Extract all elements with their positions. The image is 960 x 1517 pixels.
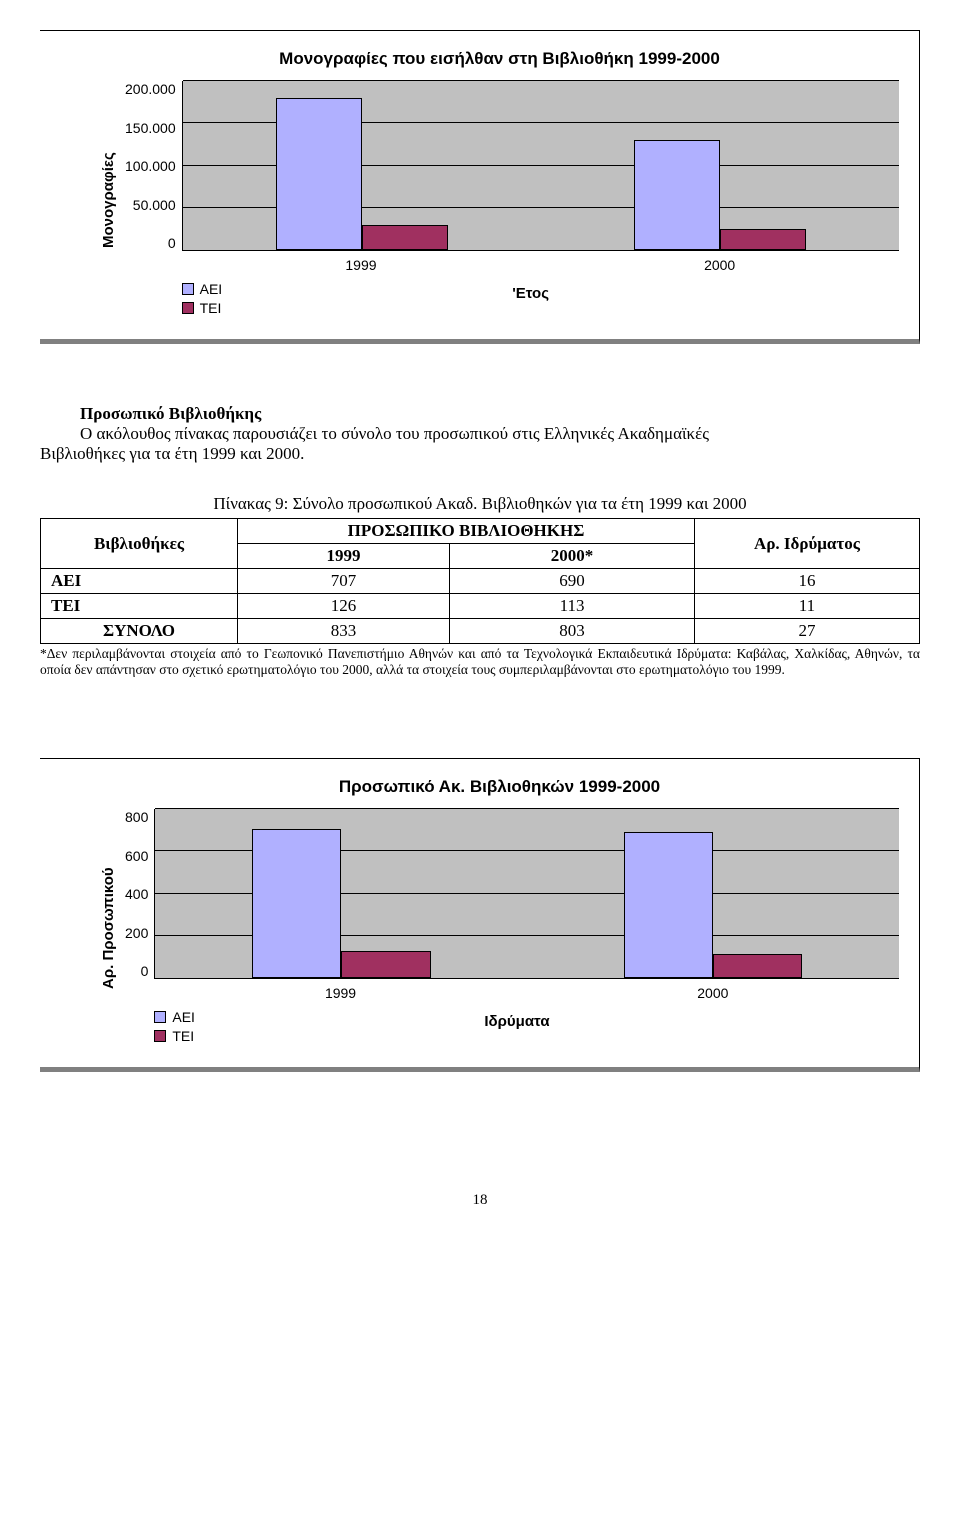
section-line1: Προσωπικό Βιβλιοθήκης [40, 404, 920, 424]
ytick: 0 [141, 963, 149, 979]
bar-ΤΕΙ-1999 [362, 225, 448, 250]
chart1-xticks: 19992000 [182, 257, 899, 273]
bar-ΤΕΙ-1999 [341, 951, 430, 978]
section-line2: Ο ακόλουθος πίνακας παρουσιάζει το σύνολ… [40, 424, 920, 444]
ytick: 200.000 [125, 81, 176, 97]
chart2-xlabel: Ιδρύματα [195, 1013, 839, 1030]
page-number: 18 [40, 1192, 920, 1209]
row-value: 113 [450, 594, 695, 619]
chart1-body: Μονογραφίες 200.000 150.000 100.000 50.000 0… [100, 81, 899, 319]
xtick: 2000 [540, 257, 899, 273]
th-year-2000: 2000* [450, 544, 695, 569]
ytick: 0 [168, 235, 176, 251]
row-label: ΤΕΙ [41, 594, 238, 619]
table-caption: Πίνακας 9: Σύνολο προσωπικού Ακαδ. Βιβλι… [40, 494, 920, 514]
row-value: 833 [238, 619, 450, 644]
section-prosopiko: Προσωπικό Βιβλιοθήκης Ο ακόλουθος πίνακα… [40, 404, 920, 464]
ytick: 400 [125, 886, 148, 902]
chart2-xticks: 19992000 [154, 985, 899, 1001]
row-value: 803 [450, 619, 695, 644]
th-ar-idrymatos: Αρ. Ιδρύματος [694, 519, 919, 569]
chart1-plot-area [182, 81, 899, 251]
chart2-body: Αρ. Προσωπικού 8006004002000 19992000 ΑΕ… [100, 809, 899, 1047]
legend-swatch [182, 283, 194, 295]
chart-prosopiko: Προσωπικό Ακ. Βιβλιοθηκών 1999-2000 Αρ. … [40, 758, 920, 1072]
legend-item: ΑΕΙ [182, 281, 223, 297]
chart1-legend: ΑΕΙ ΤΕΙ [182, 281, 223, 319]
row-value: 707 [238, 569, 450, 594]
chart-monografies: Μονογραφίες που εισήλθαν στη Βιβλιοθήκη … [40, 30, 920, 344]
ytick: 200 [125, 925, 148, 941]
row-value: 690 [450, 569, 695, 594]
chart2-plot-area [154, 809, 899, 979]
legend-item: ΤΕΙ [154, 1028, 195, 1044]
chart1-title: Μονογραφίες που εισήλθαν στη Βιβλιοθήκη … [100, 49, 899, 69]
legend-item: ΑΕΙ [154, 1009, 195, 1025]
legend-swatch [154, 1011, 166, 1023]
chart2-yticks: 800 600 400 200 0 [125, 809, 154, 979]
xtick: 1999 [182, 257, 541, 273]
table-row: ΣΥΝΟΛΟ83380327 [41, 619, 920, 644]
legend-swatch [182, 302, 194, 314]
row-value: 126 [238, 594, 450, 619]
bar-ΑΕΙ-2000 [634, 140, 720, 250]
ytick: 50.000 [133, 197, 176, 213]
ytick: 800 [125, 809, 148, 825]
table-row: ΤΕΙ12611311 [41, 594, 920, 619]
ytick: 600 [125, 848, 148, 864]
bar-ΑΕΙ-2000 [624, 832, 713, 978]
ytick: 100.000 [125, 158, 176, 174]
th-year-1999: 1999 [238, 544, 450, 569]
xtick: 2000 [527, 985, 899, 1001]
chart2-ylabel: Αρ. Προσωπικού [100, 809, 117, 1047]
legend-label: ΑΕΙ [172, 1009, 195, 1025]
gridline [183, 80, 899, 81]
bar-ΤΕΙ-2000 [713, 954, 802, 978]
legend-label: ΤΕΙ [172, 1028, 194, 1044]
row-label: ΣΥΝΟΛΟ [41, 619, 238, 644]
ytick: 150.000 [125, 120, 176, 136]
section-heading: Προσωπικό Βιβλιοθήκης [80, 404, 261, 423]
th-bibliothikes: Βιβλιοθήκες [41, 519, 238, 569]
row-label: ΑΕΙ [41, 569, 238, 594]
bar-ΤΕΙ-2000 [720, 229, 806, 250]
chart2-legend: ΑΕΙ ΤΕΙ [154, 1009, 195, 1047]
table-row: ΑΕΙ70769016 [41, 569, 920, 594]
row-value: 27 [694, 619, 919, 644]
chart1-xlabel: 'Ετος [222, 285, 839, 302]
legend-label: ΤΕΙ [200, 300, 222, 316]
chart1-ylabel: Μονογραφίες [100, 81, 117, 319]
legend-item: ΤΕΙ [182, 300, 223, 316]
th-prosopiko-group: ΠΡΟΣΩΠΙΚΟ ΒΙΒΛΙΟΘΗΚΗΣ [238, 519, 695, 544]
row-value: 11 [694, 594, 919, 619]
legend-label: ΑΕΙ [200, 281, 223, 297]
row-value: 16 [694, 569, 919, 594]
gridline [155, 808, 899, 809]
table-footnote: *Δεν περιλαμβάνονται στοιχεία από το Γεω… [40, 646, 920, 678]
table-prosopiko: Βιβλιοθήκες ΠΡΟΣΩΠΙΚΟ ΒΙΒΛΙΟΘΗΚΗΣ Αρ. Ιδ… [40, 518, 920, 644]
bar-ΑΕΙ-1999 [252, 829, 341, 978]
section-line3: Βιβλιοθήκες για τα έτη 1999 και 2000. [40, 444, 920, 464]
xtick: 1999 [154, 985, 526, 1001]
bar-ΑΕΙ-1999 [276, 98, 362, 250]
legend-swatch [154, 1030, 166, 1042]
chart1-yticks: 200.000 150.000 100.000 50.000 0 [125, 81, 182, 251]
chart2-title: Προσωπικό Ακ. Βιβλιοθηκών 1999-2000 [100, 777, 899, 797]
